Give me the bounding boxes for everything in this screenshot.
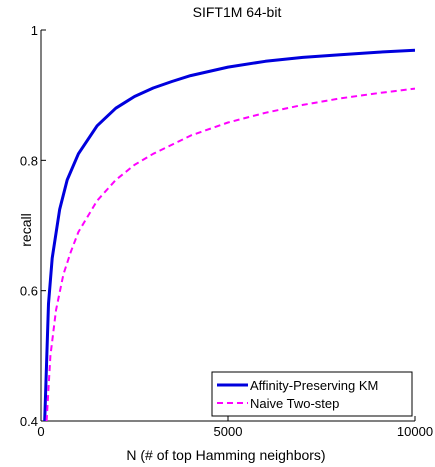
legend: Affinity-Preserving KM Naive Two-step <box>211 371 413 417</box>
x-tick-label: 10000 <box>397 424 433 439</box>
series-layer <box>43 48 415 421</box>
y-tick-label: 0.6 <box>20 284 38 299</box>
plot-area <box>40 30 415 422</box>
y-axis-label: recall <box>18 213 34 246</box>
legend-label: Affinity-Preserving KM <box>250 378 378 393</box>
x-axis-label: N (# of top Hamming neighbors) <box>126 447 325 463</box>
legend-label: Naive Two-step <box>250 396 339 411</box>
x-tick-label: 0 <box>37 424 44 439</box>
y-axis-ticks: 0.4 0.6 0.8 1 <box>20 23 46 429</box>
series-line-2 <box>45 87 415 421</box>
y-tick-label: 0.8 <box>20 153 38 168</box>
x-axis-ticks: 0 5000 10000 <box>37 416 433 439</box>
series-line-1 <box>43 48 415 421</box>
y-tick-label: 0.4 <box>20 414 38 429</box>
x-tick-label: 5000 <box>214 424 243 439</box>
legend-box <box>211 371 413 417</box>
y-tick-label: 1 <box>31 23 38 38</box>
chart-title: SIFT1M 64-bit <box>193 4 282 20</box>
